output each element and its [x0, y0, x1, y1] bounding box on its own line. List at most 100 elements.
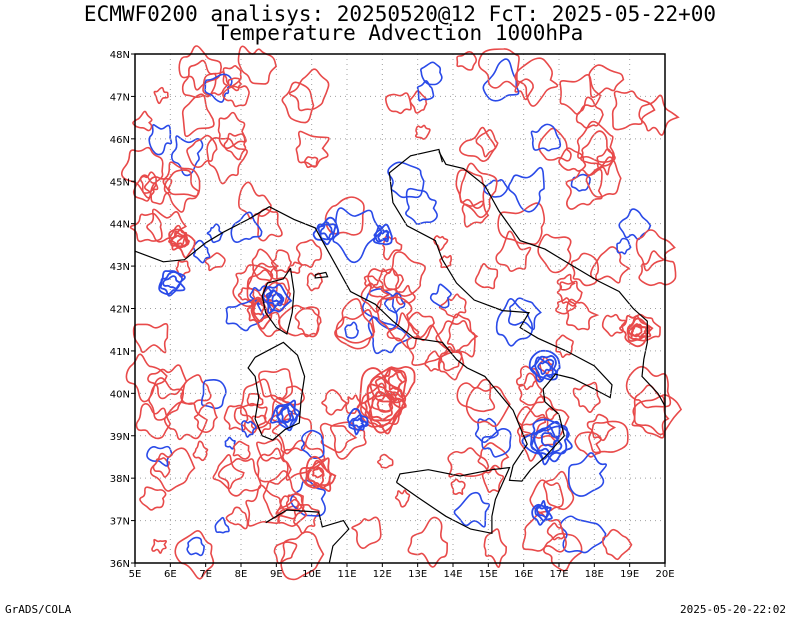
- contour-line: [459, 162, 498, 219]
- contour-line: [245, 484, 286, 527]
- contour-line: [162, 161, 201, 198]
- contour-line: [151, 538, 167, 554]
- footer-timestamp: 2025-05-20-22:02: [680, 603, 786, 616]
- contour-line: [175, 260, 191, 278]
- contour-line: [459, 126, 497, 162]
- contour-line: [344, 321, 359, 339]
- contour-line: [348, 414, 368, 436]
- y-tick-label: 48N: [110, 50, 130, 61]
- contour-line: [250, 414, 272, 434]
- contour-line: [176, 235, 191, 248]
- contour-line: [186, 134, 218, 168]
- contour-line: [586, 413, 617, 442]
- contour-line: [193, 401, 218, 434]
- chart-subtitle: Temperature Advection 1000hPa: [216, 21, 584, 45]
- contour-line: [570, 252, 600, 287]
- contour-line: [135, 403, 172, 440]
- contour-line: [143, 176, 173, 205]
- contour-line: [273, 541, 298, 565]
- contour-line: [147, 364, 188, 400]
- contour-line: [200, 378, 227, 410]
- contour-line: [446, 313, 479, 353]
- x-tick-label: 16E: [514, 569, 533, 580]
- contour-line: [537, 361, 552, 375]
- contour-line: [543, 470, 575, 511]
- coastline: [265, 509, 350, 564]
- footer-credit: GrADS/COLA: [5, 603, 72, 616]
- x-tick-label: 10E: [302, 569, 321, 580]
- contour-line: [481, 427, 512, 458]
- contour-line: [376, 453, 394, 469]
- contour-line: [514, 57, 559, 107]
- contour-line: [631, 324, 643, 338]
- contour-line: [225, 299, 265, 332]
- y-tick-label: 40N: [110, 389, 130, 400]
- x-tick-label: 7E: [199, 569, 212, 580]
- contour-line: [214, 516, 230, 534]
- contour-line: [420, 61, 443, 86]
- contour-line: [281, 81, 315, 124]
- contour-line: [369, 366, 416, 404]
- contour-line: [256, 438, 285, 462]
- contour-line: [559, 515, 607, 554]
- contour-line: [407, 516, 449, 568]
- coastline: [261, 267, 295, 335]
- contour-line: [237, 45, 277, 85]
- contour-line: [450, 478, 466, 496]
- contour-line: [453, 491, 490, 528]
- y-tick-label: 39N: [110, 432, 130, 443]
- contour-line: [317, 223, 337, 241]
- y-tick-label: 42N: [110, 305, 130, 316]
- contour-line: [638, 250, 677, 287]
- contour-line: [538, 127, 572, 162]
- x-tick-label: 20E: [655, 569, 674, 580]
- contour-line: [153, 86, 169, 105]
- contour-line: [616, 237, 632, 255]
- contour-line: [522, 512, 567, 553]
- contour-line: [374, 367, 407, 398]
- contour-line: [163, 401, 208, 441]
- contour-line: [159, 271, 183, 297]
- contour-line: [543, 532, 583, 572]
- contour-line: [206, 137, 248, 185]
- contour-line: [559, 74, 602, 115]
- contour-line: [456, 378, 496, 413]
- contour-line: [588, 64, 625, 99]
- contour-line: [495, 230, 532, 272]
- contour-line: [474, 263, 499, 290]
- contour-line: [387, 161, 425, 199]
- contour-line: [275, 493, 305, 520]
- contour-layer: [120, 45, 683, 581]
- contour-line: [373, 224, 390, 243]
- contour-line: [230, 211, 263, 243]
- contour-line: [514, 78, 534, 101]
- contour-line: [521, 418, 573, 463]
- contour-line: [516, 406, 547, 439]
- y-tick-label: 41N: [110, 347, 130, 358]
- x-tick-label: 6E: [164, 569, 177, 580]
- contour-line: [295, 130, 330, 168]
- contour-line: [406, 324, 451, 366]
- contour-line: [530, 355, 558, 383]
- contour-line: [395, 284, 416, 306]
- contour-line: [483, 528, 508, 568]
- x-tick-label: 9E: [270, 569, 283, 580]
- contour-line: [237, 287, 256, 304]
- contour-line: [372, 223, 393, 246]
- contour-line: [414, 124, 431, 140]
- x-tick-label: 12E: [373, 569, 392, 580]
- contour-line: [565, 168, 603, 210]
- contour-line: [300, 429, 325, 460]
- contour-line: [618, 208, 652, 241]
- contour-line: [132, 323, 169, 354]
- contour-line: [580, 130, 614, 167]
- gridline-layer: [135, 54, 665, 563]
- y-tick-label: 47N: [110, 92, 130, 103]
- contour-line: [280, 531, 325, 581]
- contour-line: [528, 349, 561, 381]
- contour-line: [204, 73, 233, 103]
- contour-line: [217, 111, 247, 150]
- contour-line: [139, 486, 167, 511]
- contour-line: [181, 93, 215, 138]
- contour-line: [217, 458, 262, 497]
